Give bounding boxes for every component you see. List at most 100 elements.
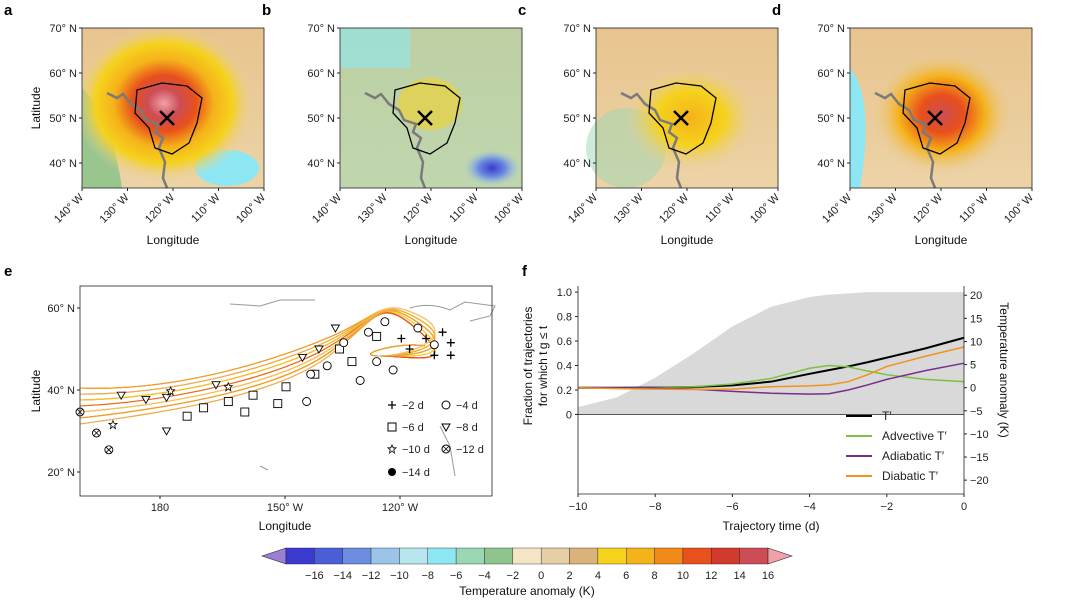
map-frame bbox=[79, 285, 493, 497]
square-marker bbox=[248, 390, 258, 400]
triangle-marker bbox=[116, 391, 126, 401]
legend-plus-marker bbox=[388, 401, 396, 409]
square-marker bbox=[223, 397, 233, 406]
colorbar-tick-label: 8 bbox=[652, 570, 658, 582]
x-axis-label: Longitude bbox=[259, 519, 312, 533]
panel-letter: a bbox=[4, 2, 13, 19]
circle-marker bbox=[306, 369, 316, 379]
coastline bbox=[874, 91, 937, 189]
y-axis-label-left-line2: for which t g ≤ t bbox=[536, 325, 550, 406]
coastline bbox=[364, 91, 427, 189]
y-tick-label-right: 5 bbox=[970, 360, 976, 372]
x-tick-label: 140° W bbox=[310, 191, 345, 226]
legend-label: −8 d bbox=[456, 422, 478, 434]
y-axis-label: Latitude bbox=[29, 86, 43, 129]
colorbar-segment bbox=[427, 547, 457, 565]
y-tick-label: 70° N bbox=[817, 23, 845, 35]
temperature-colorbar: −16 −14 −12 −10 −8 −6 −4 −2 0 2 4 6 8 10 12 14 16 Tempera… bbox=[261, 547, 793, 598]
y-tick-label-right: −10 bbox=[970, 429, 989, 441]
colorbar-segment bbox=[569, 547, 599, 565]
colorbar-tick-label: 16 bbox=[762, 570, 774, 582]
heat-anomaly-region bbox=[870, 48, 1030, 188]
y-tick-label: 0.8 bbox=[557, 312, 572, 324]
square-marker bbox=[273, 399, 283, 409]
legend-circle-marker bbox=[441, 400, 451, 410]
y-tick-label: 50° N bbox=[563, 113, 591, 125]
legend-label: −2 d bbox=[402, 400, 424, 412]
circle-marker bbox=[372, 357, 382, 367]
colorbar-segment bbox=[682, 547, 712, 565]
colorbar-tick-label: 12 bbox=[705, 570, 717, 582]
coastline bbox=[620, 91, 683, 189]
cool-anomaly-region bbox=[340, 28, 410, 68]
colorbar-segment bbox=[739, 547, 769, 565]
x-tick-label: 100° W bbox=[234, 191, 269, 226]
colorbar-tick-label: −16 bbox=[305, 570, 324, 582]
circle-marker bbox=[339, 338, 349, 348]
colorbar-segment bbox=[512, 547, 542, 565]
x-tick-label: 120° W bbox=[382, 502, 419, 514]
colorbar-segment bbox=[285, 547, 315, 565]
triangle-marker bbox=[314, 345, 324, 354]
plus-marker bbox=[446, 338, 455, 347]
x-tick-label: 130° W bbox=[98, 191, 133, 226]
map-panel-b: b 70° N 60° N 50° N 40° N 140° W 130° W 120° W 1… bbox=[262, 2, 527, 247]
triangle-marker bbox=[161, 393, 172, 403]
colorbar-segment bbox=[597, 547, 627, 565]
y-tick-label-right: 10 bbox=[970, 336, 982, 348]
legend-triangle-marker bbox=[441, 423, 451, 433]
colorbar-min-extension bbox=[261, 547, 287, 565]
x-axis-label: Trajectory time (d) bbox=[723, 519, 820, 533]
colorbar-tick-label: 4 bbox=[595, 570, 601, 582]
colorbar-tick-label: −6 bbox=[450, 570, 463, 582]
map-panel-d: d 70° N 60° N 50° N 40° N 140° W 130° W 120° W 1… bbox=[772, 2, 1037, 247]
circle-x-cross bbox=[93, 429, 100, 437]
heat-region-outline bbox=[648, 82, 717, 155]
y-axis-label-left: Fraction of trajectories bbox=[521, 307, 535, 426]
panel-letter: c bbox=[518, 2, 526, 19]
x-tick-label: 150° W bbox=[267, 502, 304, 514]
y-tick-label: 40° N bbox=[563, 158, 591, 170]
colorbar-tick-label: −14 bbox=[333, 570, 352, 582]
x-tick-label: −10 bbox=[569, 501, 588, 513]
y-tick-label-right: −5 bbox=[970, 406, 983, 418]
legend-circle-x-cross bbox=[442, 445, 450, 453]
trajectory-time-chart-panel: f−10 −8 −6 −4 −2 000.20.40.60.81.0 20151050−5−… bbox=[521, 263, 1011, 533]
colorbar-tick-label: 0 bbox=[538, 570, 544, 582]
colorbar-segment bbox=[540, 547, 570, 565]
series-line bbox=[578, 362, 965, 395]
square-marker bbox=[281, 382, 291, 392]
square-marker bbox=[372, 331, 382, 341]
y-tick-label: 0.4 bbox=[557, 361, 572, 373]
y-tick-label: 60° N bbox=[563, 68, 591, 80]
x-tick-label: −6 bbox=[726, 501, 739, 513]
x-tick-label: 140° W bbox=[566, 191, 601, 226]
colorbar-tick-label: 14 bbox=[734, 570, 746, 582]
colorbar-tick-label: −2 bbox=[507, 570, 520, 582]
colorbar-tick-label: 2 bbox=[566, 570, 572, 582]
fraction-area bbox=[578, 292, 964, 415]
x-tick-label: −4 bbox=[803, 501, 816, 513]
square-marker bbox=[182, 411, 192, 421]
target-location-marker bbox=[159, 110, 175, 126]
x-tick-label: 120° W bbox=[401, 191, 436, 226]
y-tick-label: 40° N bbox=[307, 158, 335, 170]
legend-filled-circle-marker bbox=[388, 468, 396, 476]
square-marker bbox=[335, 344, 345, 354]
square-marker bbox=[199, 403, 209, 413]
circle-marker bbox=[363, 327, 373, 337]
map-panels-group: a 70° N 60° N 50° N 40° N 140° W 130° W 120° W 1… bbox=[4, 2, 1037, 247]
plus-marker bbox=[446, 351, 455, 360]
y-tick-label-right: 20 bbox=[970, 290, 982, 302]
coastline bbox=[106, 91, 169, 189]
x-axis-label: Longitude bbox=[661, 233, 714, 247]
x-tick-label: 180 bbox=[151, 502, 169, 514]
x-tick-label: 100° W bbox=[748, 191, 783, 226]
series-legend: T′ Advective T′ Adiabatic T′ Diabatic T′ bbox=[846, 409, 947, 483]
legend-label: −14 d bbox=[402, 467, 430, 479]
legend-label: T′ bbox=[882, 409, 892, 423]
circle-marker bbox=[388, 365, 398, 375]
y-tick-label: 40° N bbox=[817, 158, 845, 170]
heat-anomaly-region bbox=[616, 58, 766, 178]
y-axis-label: Latitude bbox=[29, 369, 43, 412]
